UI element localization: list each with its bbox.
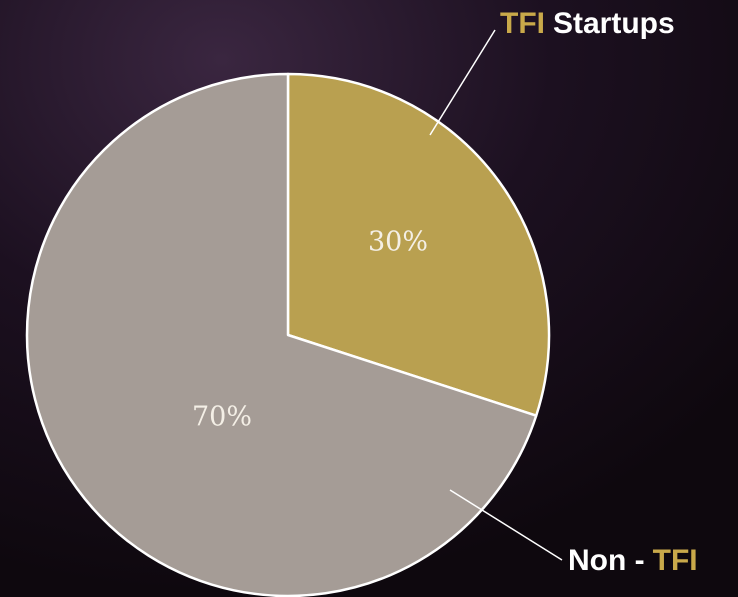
label-part: TFI	[653, 544, 698, 577]
chart: 30%TFIStartups70%Non -TFI	[0, 0, 738, 597]
label-part: TFI	[500, 7, 545, 40]
label-part: Non -	[568, 544, 645, 577]
value-label: 30%	[368, 227, 428, 258]
value-label: 70%	[192, 402, 252, 433]
page: 30%TFIStartups70%Non -TFI (() => { const…	[0, 0, 738, 597]
label-part: Startups	[553, 7, 675, 40]
category-label: Non -TFI	[568, 544, 698, 577]
